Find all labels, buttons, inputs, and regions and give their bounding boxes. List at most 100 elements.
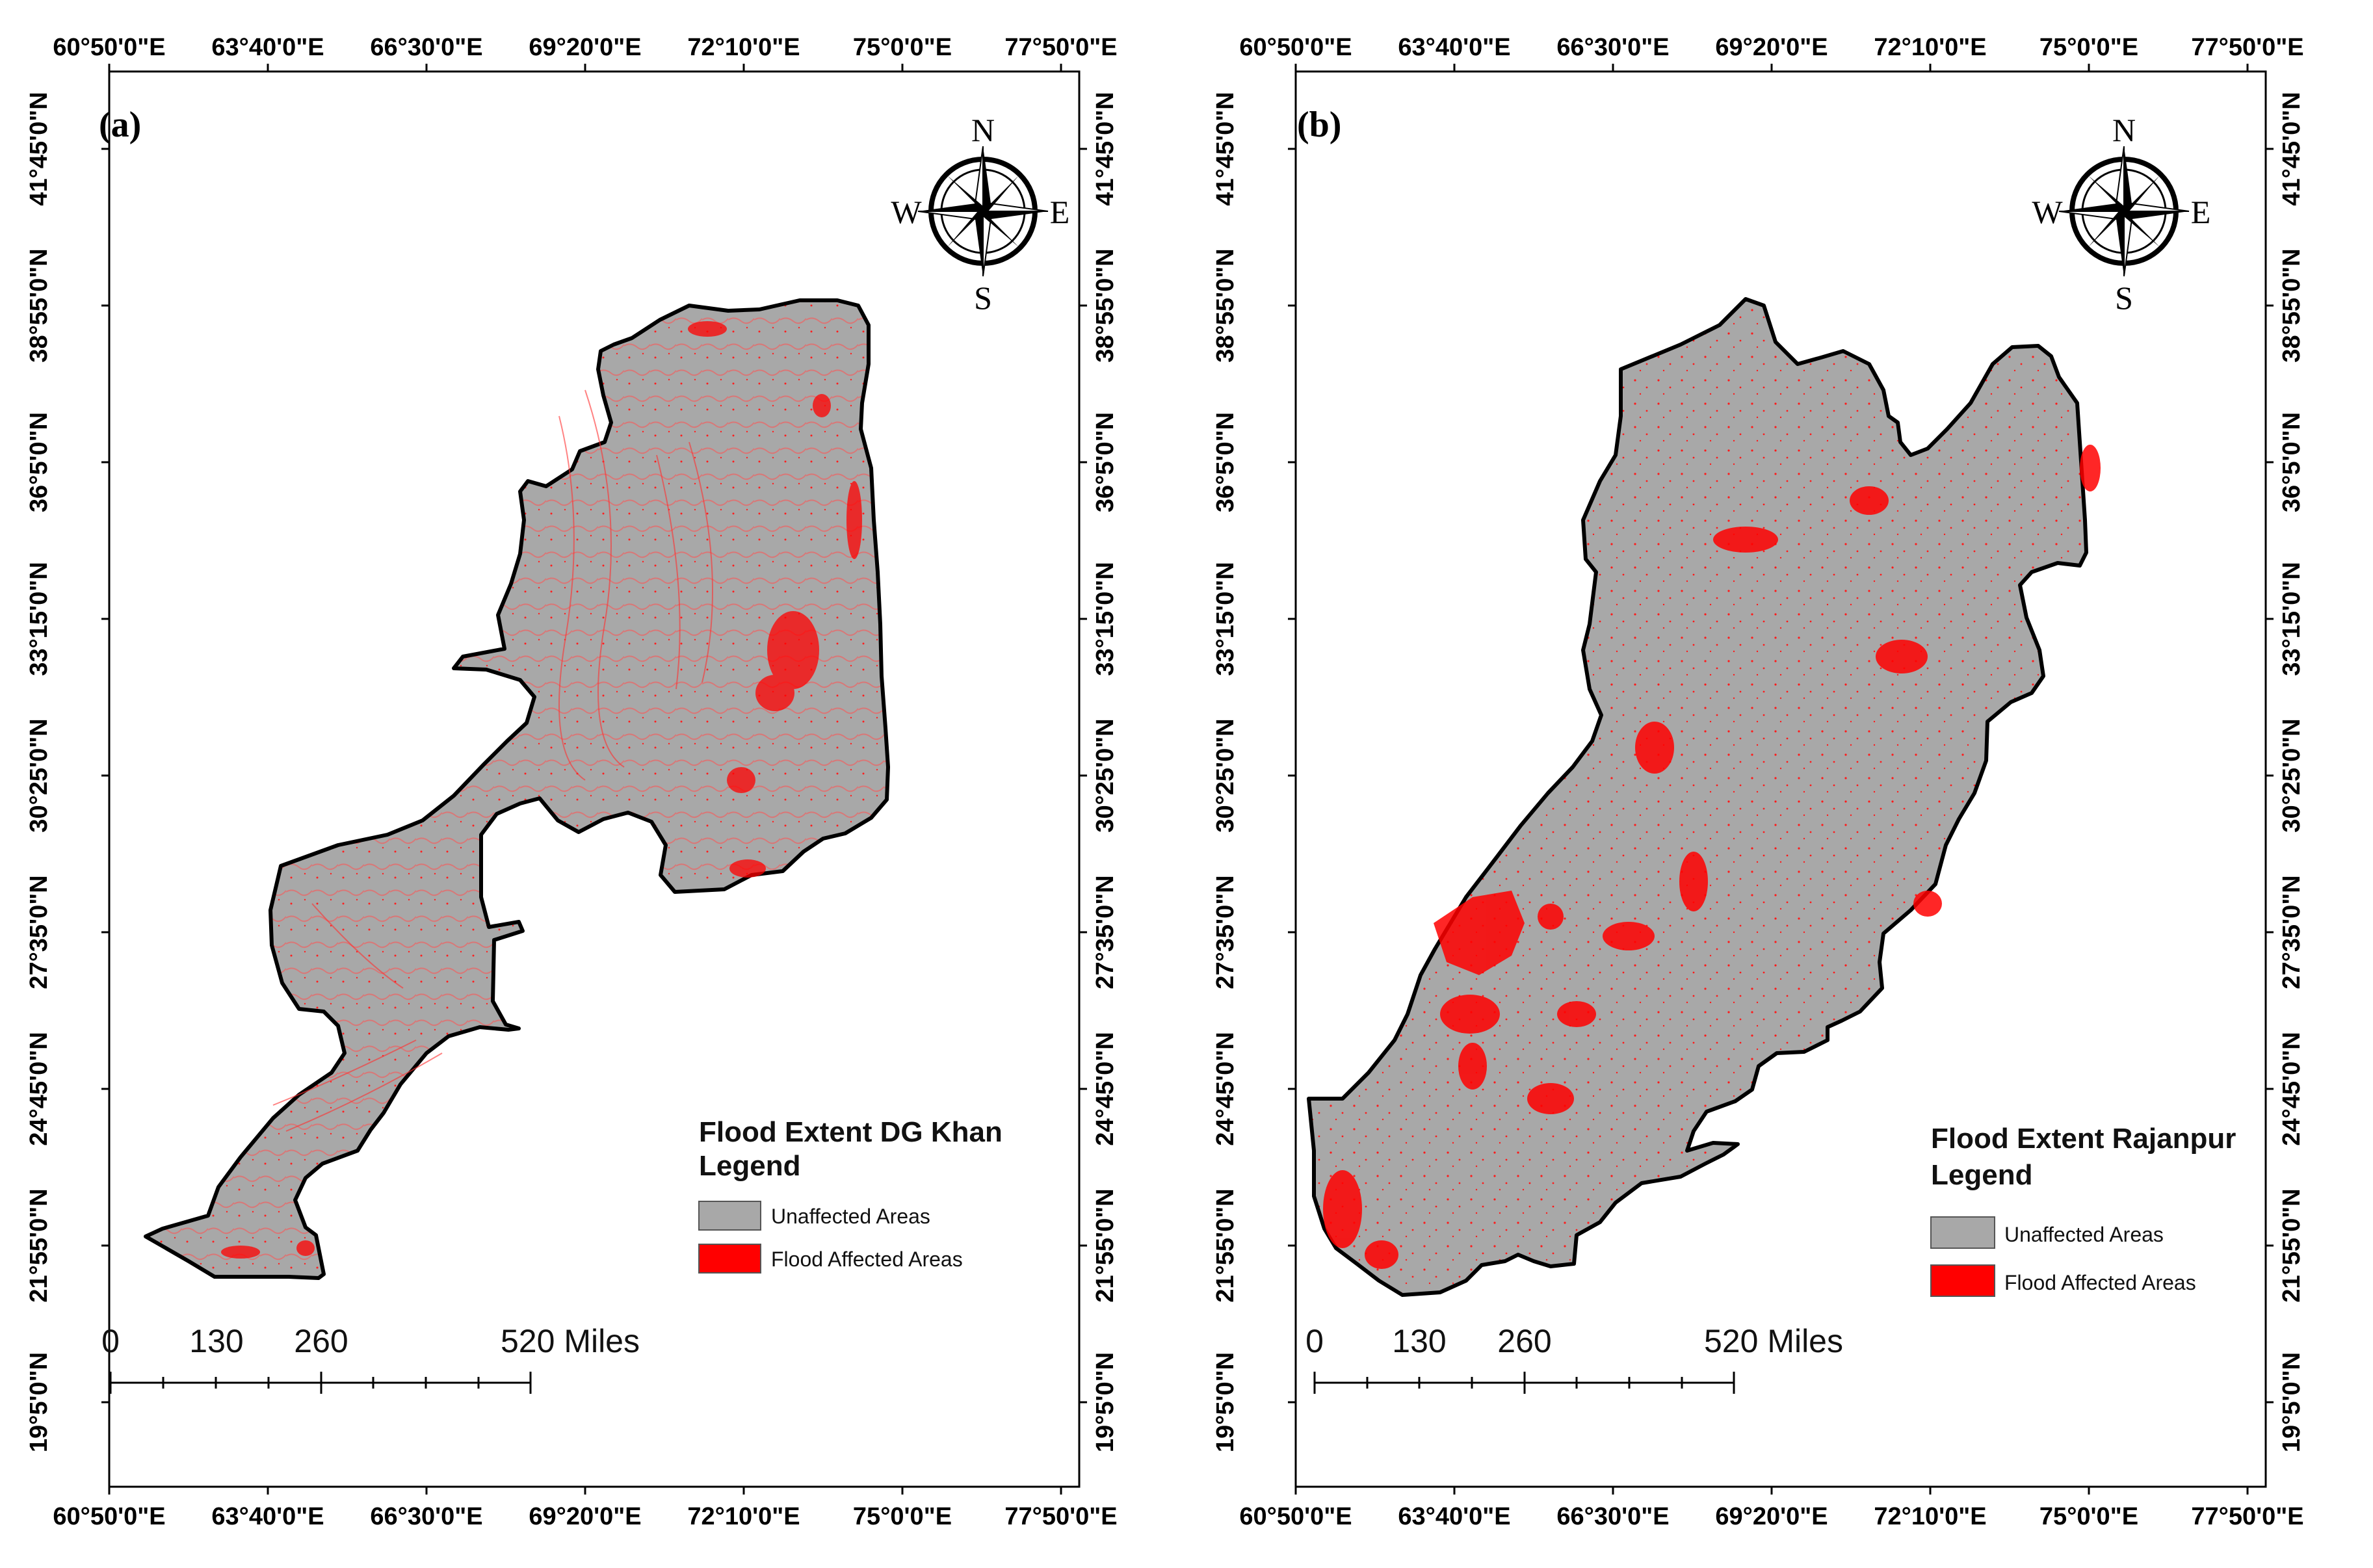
y-tick-label: 33°15'0"N (25, 562, 53, 675)
y-tick-label: 27°35'0"N (1092, 875, 1119, 989)
flood-hotspots-b (1323, 445, 2101, 1269)
x-tick-label: 75°0'0"E (853, 1503, 952, 1530)
compass-e: E (1050, 194, 1070, 230)
scale-label: 520 Miles (501, 1323, 640, 1359)
top-axis: 60°50'0"E 63°40'0"E 66°30'0"E 69°20'0"E … (1239, 34, 2304, 72)
y-tick-label: 36°5'0"N (1092, 412, 1119, 512)
map-panel-a: 60°50'0"E 63°40'0"E 66°30'0"E 69°20'0"E … (0, 0, 1186, 1568)
legend-swatch-unaffected (1930, 1216, 1995, 1249)
scale-label: 0 (1305, 1323, 1324, 1359)
y-tick-label: 41°45'0"N (25, 92, 53, 205)
y-tick-label: 24°45'0"N (2278, 1032, 2305, 1145)
scale-label: 520 Miles (1704, 1323, 1843, 1359)
y-tick-label: 30°25'0"N (1212, 718, 1239, 832)
flood-hotspots-a (221, 321, 862, 1259)
compass-n: N (971, 112, 995, 148)
scale-bar-a: 0 130 260 520 Miles (101, 1323, 640, 1394)
x-tick-label: 77°50'0"E (2191, 34, 2303, 61)
bottom-axis: 60°50'0"E 63°40'0"E 66°30'0"E 69°20'0"E … (1239, 1487, 2304, 1530)
x-tick-label: 75°0'0"E (2039, 1503, 2138, 1530)
x-tick-label: 72°10'0"E (687, 1503, 800, 1530)
x-tick-label: 60°50'0"E (1239, 1503, 1352, 1530)
y-tick-label: 41°45'0"N (1092, 92, 1119, 205)
compass-w: W (2032, 194, 2063, 230)
y-tick-label: 38°55'0"N (2278, 248, 2305, 362)
y-tick-label: 19°5'0"N (1212, 1352, 1239, 1452)
x-tick-label: 69°20'0"E (1715, 34, 1828, 61)
compass-s: S (974, 280, 992, 316)
right-axis: 41°45'0"N 38°55'0"N 36°5'0"N 33°15'0"N 3… (2266, 92, 2305, 1452)
x-tick-label: 69°20'0"E (529, 1503, 641, 1530)
x-tick-label: 72°10'0"E (1874, 1503, 1986, 1530)
scale-bar-b: 0 130 260 520 Miles (1305, 1323, 1843, 1394)
y-tick-label: 41°45'0"N (2278, 92, 2305, 205)
y-tick-label: 33°15'0"N (1212, 562, 1239, 675)
y-tick-label: 21°55'0"N (25, 1188, 53, 1302)
legend-title: Flood Extent Rajanpur (1931, 1123, 2236, 1155)
legend-b: Flood Extent Rajanpur Legend Unaffected … (1930, 1123, 2236, 1297)
legend-item-label: Unaffected Areas (2004, 1223, 2164, 1246)
legend-swatch-flooded (1930, 1264, 1995, 1297)
x-tick-label: 77°50'0"E (1004, 1503, 1117, 1530)
x-tick-label: 69°20'0"E (1715, 1503, 1828, 1530)
x-tick-label: 66°30'0"E (1556, 1503, 1669, 1530)
x-tick-label: 69°20'0"E (529, 34, 641, 61)
north-arrow-icon: N S E W (2032, 112, 2210, 316)
y-tick-label: 19°5'0"N (25, 1352, 53, 1452)
y-tick-label: 24°45'0"N (1212, 1032, 1239, 1145)
y-tick-label: 30°25'0"N (1092, 718, 1119, 832)
y-tick-label: 24°45'0"N (1092, 1032, 1119, 1145)
map-panel-b: 60°50'0"E 63°40'0"E 66°30'0"E 69°20'0"E … (1186, 0, 2373, 1568)
compass-s: S (2115, 280, 2133, 316)
y-tick-label: 33°15'0"N (2278, 562, 2305, 675)
compass-e: E (2191, 194, 2211, 230)
scale-label: 130 (1392, 1323, 1446, 1359)
panel-label: (a) (99, 105, 141, 145)
y-tick-label: 36°5'0"N (25, 412, 53, 512)
scale-label: 0 (101, 1323, 120, 1359)
x-tick-label: 75°0'0"E (853, 34, 952, 61)
y-tick-label: 30°25'0"N (2278, 718, 2305, 832)
y-tick-label: 41°45'0"N (1212, 92, 1239, 205)
legend-subtitle: Legend (1931, 1159, 2032, 1191)
x-tick-label: 63°40'0"E (211, 34, 324, 61)
legend-a: Flood Extent DG Khan Legend Unaffected A… (698, 1116, 1003, 1274)
y-tick-label: 27°35'0"N (2278, 875, 2305, 989)
x-tick-label: 60°50'0"E (53, 34, 165, 61)
scale-label: 260 (294, 1323, 348, 1359)
legend-item-label: Flood Affected Areas (2004, 1271, 2196, 1294)
bottom-axis: 60°50'0"E 63°40'0"E 66°30'0"E 69°20'0"E … (53, 1487, 1118, 1530)
x-tick-label: 63°40'0"E (1398, 1503, 1510, 1530)
x-tick-label: 66°30'0"E (1556, 34, 1669, 61)
district-rajanpur (1307, 297, 2088, 1297)
legend-subtitle: Legend (699, 1150, 800, 1182)
x-tick-label: 63°40'0"E (211, 1503, 324, 1530)
x-tick-label: 66°30'0"E (370, 1503, 482, 1530)
right-axis: 41°45'0"N 38°55'0"N 36°5'0"N 33°15'0"N 3… (1079, 92, 1119, 1452)
district-dg-khan (144, 298, 890, 1280)
x-tick-label: 60°50'0"E (53, 1503, 165, 1530)
compass-w: W (891, 194, 922, 230)
flood-streaks-a (272, 389, 713, 1132)
y-tick-label: 21°55'0"N (1092, 1188, 1119, 1302)
x-tick-label: 77°50'0"E (2191, 1503, 2303, 1530)
y-tick-label: 24°45'0"N (25, 1032, 53, 1145)
y-tick-label: 27°35'0"N (1212, 875, 1239, 989)
y-tick-label: 21°55'0"N (1212, 1188, 1239, 1302)
top-axis: 60°50'0"E 63°40'0"E 66°30'0"E 69°20'0"E … (53, 34, 1118, 72)
legend-swatch-unaffected (698, 1201, 761, 1231)
compass-n: N (2112, 112, 2136, 148)
legend-title: Flood Extent DG Khan (699, 1116, 1003, 1148)
x-tick-label: 66°30'0"E (370, 34, 482, 61)
y-tick-label: 36°5'0"N (1212, 412, 1239, 512)
x-tick-label: 72°10'0"E (687, 34, 800, 61)
map-b-svg: 60°50'0"E 63°40'0"E 66°30'0"E 69°20'0"E … (1212, 34, 2305, 1530)
legend-item-label: Flood Affected Areas (771, 1248, 963, 1271)
y-tick-label: 19°5'0"N (2278, 1352, 2305, 1452)
map-a-svg: 60°50'0"E 63°40'0"E 66°30'0"E 69°20'0"E … (25, 34, 1119, 1530)
y-tick-label: 38°55'0"N (1092, 248, 1119, 362)
y-tick-label: 27°35'0"N (25, 875, 53, 989)
y-tick-label: 38°55'0"N (25, 248, 53, 362)
y-tick-label: 19°5'0"N (1092, 1352, 1119, 1452)
north-arrow-icon: N S E W (891, 112, 1069, 316)
